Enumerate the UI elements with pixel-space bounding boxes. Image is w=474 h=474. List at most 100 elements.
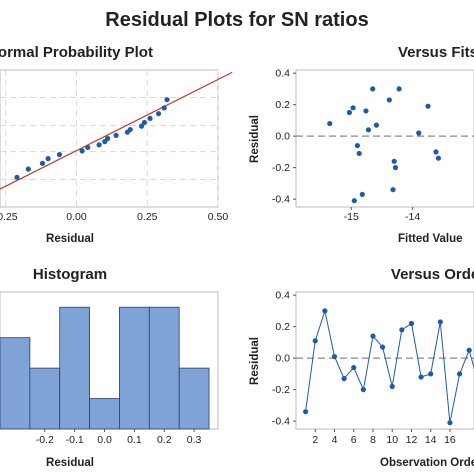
histogram-xlabel: Residual: [46, 457, 94, 469]
histogram-x-tick-4: 0.2: [157, 434, 172, 446]
order-point-2: [322, 308, 328, 314]
normal-point-14: [138, 123, 145, 129]
order-plot-line: [305, 308, 474, 423]
fits-point-9: [370, 86, 376, 92]
normal-x-tick-1: 0.00: [66, 211, 87, 223]
fits-point-14: [392, 165, 399, 171]
fits-plot-xlabel: Fitted Value: [398, 233, 463, 245]
order-point-14: [437, 319, 443, 325]
order-point-1: [312, 338, 318, 344]
fits-point-13: [391, 158, 397, 164]
order-y-tick-4: -0.4: [272, 416, 290, 428]
histogram-bar-6: [178, 367, 210, 430]
normal-point-18: [161, 105, 167, 111]
histogram-bar-1: [29, 367, 61, 430]
versus-fits-panel: Versus Fits 0.4 0.2 0.0 -0.2 -0.4 -15 -14 Res…: [249, 44, 474, 245]
histogram-bars: [0, 306, 210, 430]
fits-point-7: [363, 108, 369, 114]
fits-point-0: [327, 120, 333, 127]
fits-point-10: [373, 122, 380, 128]
fits-plot-ylabel: Residual: [249, 115, 261, 163]
histogram-bar-4: [119, 306, 150, 430]
fits-point-2: [350, 105, 356, 111]
order-point-12: [418, 374, 424, 380]
order-point-11: [408, 320, 415, 327]
order-plot-x-ticks: 2 4 6 8 10 12 14 16: [312, 429, 456, 446]
fits-point-1: [346, 109, 352, 116]
fits-point-15: [396, 86, 402, 92]
normal-plot-x-ticks: -0.25 0.00 0.25 0.50: [0, 211, 228, 223]
normal-plot-points: [14, 97, 170, 180]
order-point-13: [428, 371, 434, 377]
order-point-16: [456, 371, 463, 377]
normal-point-2: [25, 166, 31, 172]
fits-y-tick-2: 0.0: [275, 131, 290, 143]
histogram-x-ticks: -0.2 -0.1 0.0 0.1 0.2 0.3: [36, 429, 202, 446]
histogram-x-tick-0: -0.2: [36, 434, 54, 446]
order-plot-ylabel: Residual: [249, 337, 261, 385]
fits-point-3: [351, 198, 357, 204]
order-x-tick-4: 10: [386, 434, 398, 446]
order-point-4: [341, 376, 347, 382]
histogram-title: Histogram: [33, 266, 107, 283]
fits-point-4: [354, 142, 360, 149]
normal-point-16: [147, 115, 153, 121]
histogram-x-tick-1: -0.1: [66, 434, 84, 446]
histogram-x-tick-5: 0.3: [187, 434, 202, 446]
fits-point-6: [359, 191, 365, 198]
normal-plot-fit-line: [0, 71, 233, 190]
normal-point-13: [127, 126, 133, 133]
normal-point-11: [113, 132, 119, 138]
normal-point-3: [39, 160, 46, 166]
histogram-x-tick-2: 0.0: [97, 434, 112, 446]
order-y-tick-3: -0.2: [272, 384, 290, 396]
order-point-8: [379, 344, 386, 350]
order-x-tick-3: 8: [370, 434, 376, 446]
fits-x-tick-0: -15: [344, 211, 359, 223]
fits-point-11: [386, 97, 392, 103]
order-plot-points: [303, 308, 472, 426]
normal-point-6: [79, 148, 85, 154]
fits-point-5: [356, 150, 362, 157]
fits-plot-title: Versus Fits: [398, 44, 474, 61]
order-x-tick-0: 2: [312, 434, 318, 446]
normal-point-7: [85, 144, 91, 151]
order-y-tick-0: 0.4: [275, 290, 290, 302]
histogram-x-tick-3: 0.1: [127, 434, 142, 446]
normal-plot-xlabel: Residual: [46, 233, 94, 245]
normal-point-1: [14, 174, 20, 180]
figure-title: Residual Plots for SN ratios: [105, 9, 368, 31]
order-point-0: [303, 409, 309, 415]
order-plot-title: Versus Order: [391, 266, 474, 283]
normal-point-19: [164, 97, 170, 103]
normal-fit-line: [0, 71, 233, 190]
order-series-line: [305, 308, 474, 423]
order-x-tick-2: 6: [351, 434, 357, 446]
order-point-9: [389, 383, 395, 390]
fits-point-8: [365, 127, 372, 133]
normal-point-4: [45, 156, 51, 162]
normal-point-8: [96, 142, 102, 148]
order-y-tick-1: 0.2: [275, 321, 290, 333]
normal-x-tick-0: -0.25: [0, 211, 18, 223]
order-x-tick-1: 4: [332, 434, 338, 446]
fits-plot-points: [327, 86, 441, 204]
order-plot-xlabel: Observation Order: [380, 457, 474, 469]
order-y-tick-2: 0.0: [275, 353, 290, 365]
histogram-panel: Histogram -0.2 -0.1 0.0 0.1 0.2 0.3 Residual: [0, 266, 219, 469]
fits-y-tick-1: 0.2: [275, 99, 290, 111]
fits-y-tick-0: 0.4: [275, 68, 290, 80]
fits-point-12: [390, 187, 396, 193]
order-plot-y-ticks: 0.4 0.2 0.0 -0.2 -0.4: [272, 290, 296, 428]
fits-x-tick-1: -14: [405, 211, 420, 223]
normal-x-tick-3: 0.50: [208, 211, 229, 223]
fits-point-17: [425, 103, 431, 109]
versus-order-panel: Versus Order 0.4 0.2 0.0 -0.2 -0.4 2 4 6 8 10 12 1…: [249, 266, 474, 469]
normal-point-17: [155, 111, 162, 117]
order-x-tick-7: 16: [444, 434, 456, 446]
fits-plot-area: [295, 69, 474, 208]
normal-point-15: [141, 119, 147, 126]
histogram-bar-5: [148, 306, 180, 430]
